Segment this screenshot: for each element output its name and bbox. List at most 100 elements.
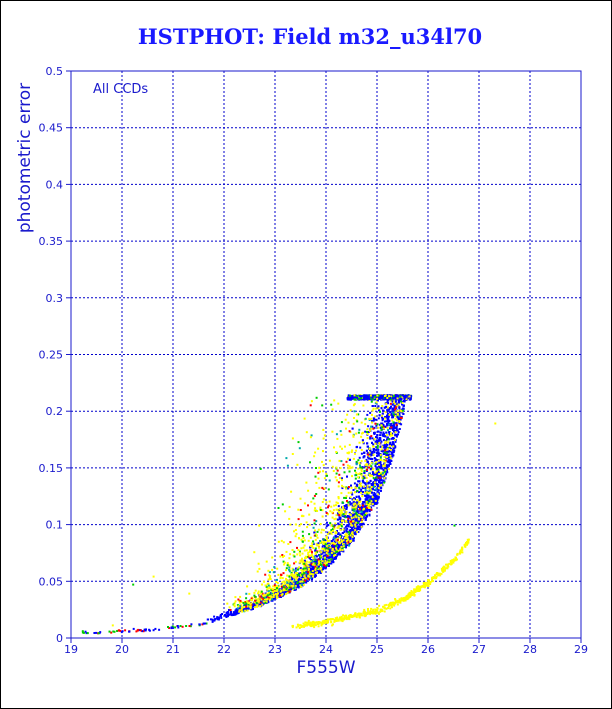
star-point: [352, 404, 355, 407]
star-point: [281, 587, 284, 590]
star-point: [353, 410, 356, 413]
star-point: [331, 408, 334, 411]
star-point: [358, 462, 361, 464]
star-point: [276, 582, 279, 584]
star-point: [281, 503, 284, 506]
star-point: [321, 486, 324, 489]
star-point: [346, 500, 348, 502]
star-point: [331, 558, 334, 561]
star-point: [315, 520, 318, 523]
star-point: [282, 560, 285, 563]
star-point: [338, 545, 341, 548]
star-point: [298, 524, 301, 527]
star-point: [265, 560, 268, 563]
star-point: [301, 557, 303, 560]
star-point: [238, 604, 241, 607]
star-point: [355, 413, 358, 416]
star-point: [294, 576, 297, 578]
star-point: [305, 580, 308, 582]
star-point: [346, 544, 349, 546]
star-point: [336, 518, 339, 521]
star-point: [376, 490, 379, 493]
star-point: [314, 533, 317, 536]
star-point: [382, 409, 385, 412]
star-point: [335, 547, 337, 550]
star-point: [202, 622, 205, 625]
star-point: [358, 501, 361, 503]
star-point: [250, 602, 253, 605]
star-point: [330, 551, 333, 554]
star-point: [354, 452, 356, 455]
star-point: [377, 488, 380, 491]
star-point: [139, 629, 142, 632]
star-point: [285, 567, 288, 570]
star-point: [308, 573, 311, 576]
star-point: [350, 484, 352, 487]
star-point: [234, 613, 237, 616]
star-point: [285, 591, 288, 594]
star-point: [361, 479, 364, 482]
star-point: [336, 550, 339, 553]
star-point: [357, 506, 360, 508]
star-point: [302, 537, 305, 539]
star-point: [357, 528, 360, 530]
star-point: [335, 472, 338, 475]
star-point: [266, 598, 269, 601]
star-point: [368, 457, 370, 460]
star-point: [303, 549, 306, 552]
star-point: [362, 475, 365, 478]
star-point: [379, 461, 382, 464]
star-point: [312, 573, 315, 576]
star-point: [372, 407, 375, 410]
star-point: [366, 413, 369, 416]
star-point: [375, 470, 378, 473]
star-point: [351, 520, 353, 523]
star-point: [365, 508, 368, 511]
star-point: [217, 618, 220, 621]
star-point: [388, 419, 391, 422]
star-point: [271, 599, 274, 602]
star-point: [391, 432, 394, 435]
star-point: [341, 484, 343, 487]
star-point: [361, 512, 364, 515]
star-point: [302, 582, 305, 585]
star-point: [374, 459, 377, 462]
star-point: [301, 576, 304, 578]
star-point: [341, 487, 344, 490]
star-point: [344, 545, 347, 548]
star-point: [384, 435, 387, 438]
star-point: [336, 502, 339, 505]
star-point: [390, 447, 392, 450]
star-point: [274, 585, 277, 588]
star-point: [167, 626, 169, 628]
star-point: [314, 553, 317, 556]
star-point: [361, 522, 364, 525]
star-point: [317, 477, 320, 480]
star-point: [211, 620, 214, 623]
star-point: [370, 489, 373, 492]
star-point: [283, 583, 286, 585]
star-point: [237, 609, 239, 612]
star-point: [293, 588, 296, 591]
star-point: [380, 440, 383, 443]
star-point: [387, 408, 390, 411]
star-point: [361, 467, 364, 470]
star-point: [299, 580, 302, 583]
star-point: [390, 448, 393, 451]
star-point: [364, 512, 367, 515]
star-point: [376, 441, 379, 444]
star-point: [391, 407, 394, 410]
star-point: [366, 480, 368, 483]
star-point: [245, 605, 248, 608]
star-point: [340, 543, 343, 546]
star-point: [352, 508, 355, 511]
star-point: [368, 510, 371, 513]
star-point: [362, 491, 365, 493]
star-point: [152, 629, 155, 632]
star-point: [347, 467, 350, 470]
star-point: [380, 449, 383, 452]
star-point: [306, 526, 309, 529]
star-point: [360, 525, 363, 528]
star-point: [376, 466, 379, 469]
star-point: [294, 584, 297, 587]
